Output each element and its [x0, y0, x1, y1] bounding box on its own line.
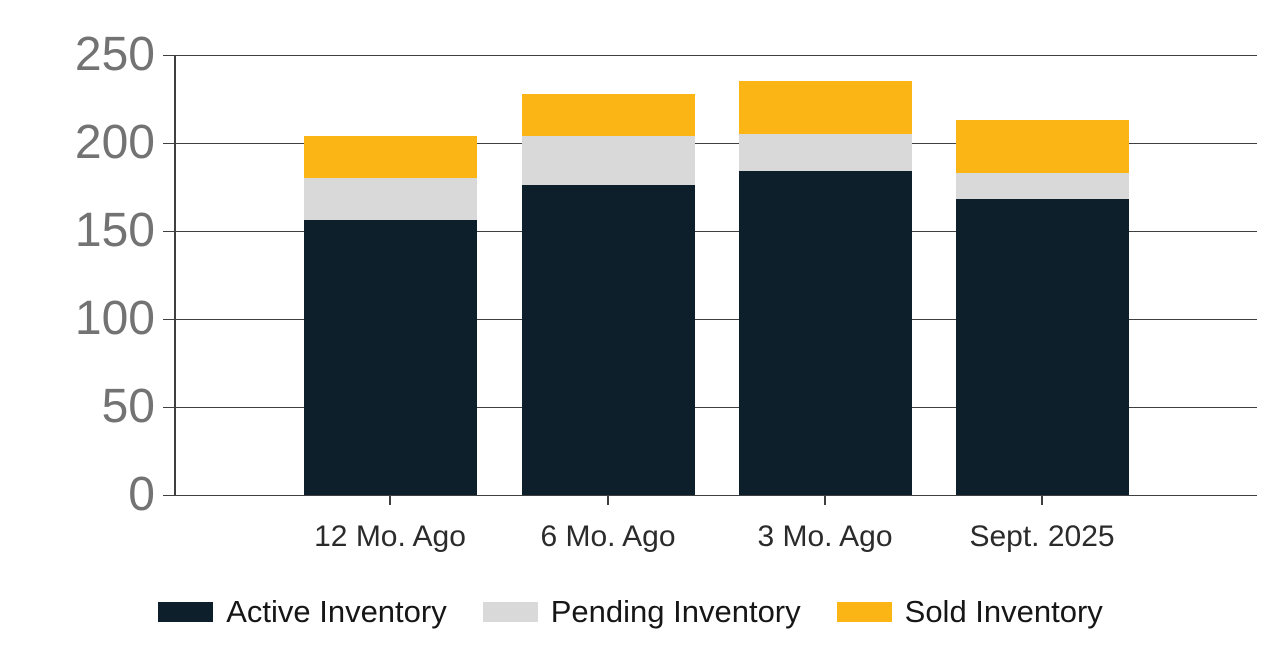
gridline-200 [163, 143, 1257, 144]
legend-item-sold-inventory: Sold Inventory [836, 594, 1103, 629]
gridline-0 [163, 495, 1257, 496]
y-axis-tick-label: 100 [74, 292, 155, 345]
y-axis-tick-label: 250 [74, 28, 155, 81]
bar-segment-3-mo-ago-sold-inventory [738, 81, 912, 135]
y-axis-tick-label: 50 [101, 380, 155, 433]
x-axis-tick [824, 495, 826, 505]
x-axis-category-label: Sept. 2025 [969, 520, 1115, 553]
legend-item-pending-inventory: Pending Inventory [482, 594, 801, 629]
bar-segment-3-mo-ago-pending-inventory [738, 134, 912, 172]
bar-segment-12-mo-ago-sold-inventory [303, 135, 477, 179]
y-axis-line [174, 55, 176, 495]
legend-label: Pending Inventory [550, 594, 801, 629]
bar-segment-3-mo-ago-active-inventory [738, 171, 912, 495]
bar-segment-6-mo-ago-pending-inventory [521, 135, 695, 186]
chart-legend: Active Inventory Pending Inventory Sold In… [0, 596, 1261, 627]
gridline-250 [163, 55, 1257, 56]
legend-label: Sold Inventory [904, 594, 1103, 629]
legend-swatch-active-inventory [158, 601, 214, 622]
x-axis-category-label: 3 Mo. Ago [757, 520, 893, 553]
bar-segment-sept-2025-pending-inventory [955, 172, 1129, 200]
bar-segment-12-mo-ago-active-inventory [303, 220, 477, 495]
y-axis-tick-label: 0 [128, 468, 155, 521]
gridline-150 [163, 231, 1257, 232]
y-axis-tick-label: 150 [74, 204, 155, 257]
bar-segment-sept-2025-sold-inventory [955, 120, 1129, 173]
x-axis-tick [1041, 495, 1043, 505]
gridline-100 [163, 319, 1257, 320]
bar-segment-12-mo-ago-pending-inventory [303, 178, 477, 221]
x-axis-category-label: 6 Mo. Ago [540, 520, 676, 553]
legend-item-active-inventory: Active Inventory [158, 596, 447, 627]
x-axis-tick [389, 495, 391, 505]
x-axis-tick [607, 495, 609, 505]
y-axis-tick-label: 200 [74, 116, 155, 169]
bar-segment-6-mo-ago-active-inventory [521, 185, 695, 495]
x-axis-category-label: 12 Mo. Ago [314, 520, 466, 553]
bar-segment-6-mo-ago-sold-inventory [521, 93, 695, 136]
gridline-50 [163, 407, 1257, 408]
legend-swatch-pending-inventory [482, 601, 538, 622]
legend-swatch-sold-inventory [836, 601, 892, 622]
legend-label: Active Inventory [226, 594, 447, 629]
bar-segment-sept-2025-active-inventory [955, 199, 1129, 495]
